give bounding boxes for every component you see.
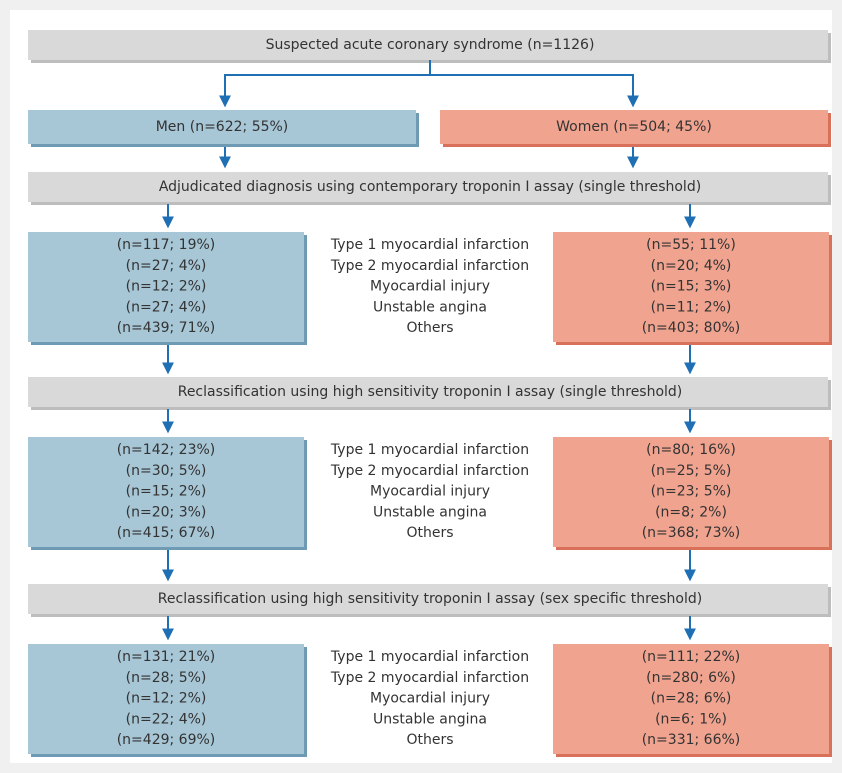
women-count: (n=25; 5%) — [651, 463, 732, 479]
title-box — [28, 30, 828, 60]
men-count: (n=22; 4%) — [126, 711, 207, 727]
women-count: (n=8; 2%) — [655, 504, 727, 520]
men-label: Men (n=622; 55%) — [156, 119, 289, 135]
men-count: (n=20; 3%) — [126, 504, 207, 520]
stage-heading-box — [28, 377, 828, 407]
women-result-box — [553, 232, 829, 342]
category-label: Unstable angina — [373, 711, 487, 727]
women-count: (n=368; 73%) — [642, 525, 741, 541]
category-label: Unstable angina — [373, 299, 487, 315]
men-count: (n=27; 4%) — [126, 258, 207, 274]
category-label: Type 1 myocardial infarction — [330, 237, 529, 253]
women-count: (n=20; 4%) — [651, 258, 732, 274]
category-label: Type 2 myocardial infarction — [330, 463, 529, 479]
men-count: (n=429; 69%) — [117, 732, 216, 748]
category-label: Unstable angina — [373, 504, 487, 520]
women-count: (n=55; 11%) — [646, 237, 736, 253]
women-count: (n=11; 2%) — [651, 299, 732, 315]
men-result-box — [28, 232, 304, 342]
category-label: Myocardial injury — [370, 691, 490, 707]
category-label: Myocardial injury — [370, 279, 490, 295]
women-count: (n=111; 22%) — [642, 649, 741, 665]
category-label: Others — [406, 525, 453, 541]
category-label: Type 2 myocardial infarction — [330, 670, 529, 686]
stage-heading-box — [28, 584, 828, 614]
category-label: Type 1 myocardial infarction — [330, 649, 529, 665]
stage-heading: Reclassification using high sensitivity … — [178, 384, 683, 400]
title: Suspected acute coronary syndrome (n=112… — [266, 37, 595, 53]
women-count: (n=28; 6%) — [651, 691, 732, 707]
men-count: (n=27; 4%) — [126, 299, 207, 315]
category-label: Others — [406, 320, 453, 336]
arrow — [430, 74, 639, 108]
women-count: (n=80; 16%) — [646, 442, 736, 458]
arrow — [219, 60, 431, 108]
women-count: (n=6; 1%) — [655, 711, 727, 727]
men-count: (n=15; 2%) — [126, 484, 207, 500]
category-label: Others — [406, 732, 453, 748]
women-count: (n=280; 6%) — [646, 670, 736, 686]
stage-heading-box — [28, 172, 828, 202]
category-label: Type 1 myocardial infarction — [330, 442, 529, 458]
men-result-box — [28, 644, 304, 754]
women-count: (n=331; 66%) — [642, 732, 741, 748]
stage-heading: Adjudicated diagnosis using contemporary… — [159, 179, 701, 195]
men-count: (n=142; 23%) — [117, 442, 216, 458]
men-count: (n=28; 5%) — [126, 670, 207, 686]
stage-heading: Reclassification using high sensitivity … — [158, 591, 702, 607]
men-count: (n=12; 2%) — [126, 691, 207, 707]
men-count: (n=131; 21%) — [117, 649, 216, 665]
women-count: (n=23; 5%) — [651, 484, 732, 500]
men-count: (n=439; 71%) — [117, 320, 216, 336]
men-result-box — [28, 437, 304, 547]
men-box — [28, 110, 416, 144]
men-count: (n=30; 5%) — [126, 463, 207, 479]
men-count: (n=415; 67%) — [117, 525, 216, 541]
women-box — [440, 110, 828, 144]
category-label: Myocardial injury — [370, 484, 490, 500]
women-count: (n=15; 3%) — [651, 279, 732, 295]
category-label: Type 2 myocardial infarction — [330, 258, 529, 274]
men-count: (n=12; 2%) — [126, 279, 207, 295]
women-result-box — [553, 644, 829, 754]
women-result-box — [553, 437, 829, 547]
women-count: (n=403; 80%) — [642, 320, 741, 336]
women-label: Women (n=504; 45%) — [556, 119, 712, 135]
men-count: (n=117; 19%) — [117, 237, 216, 253]
